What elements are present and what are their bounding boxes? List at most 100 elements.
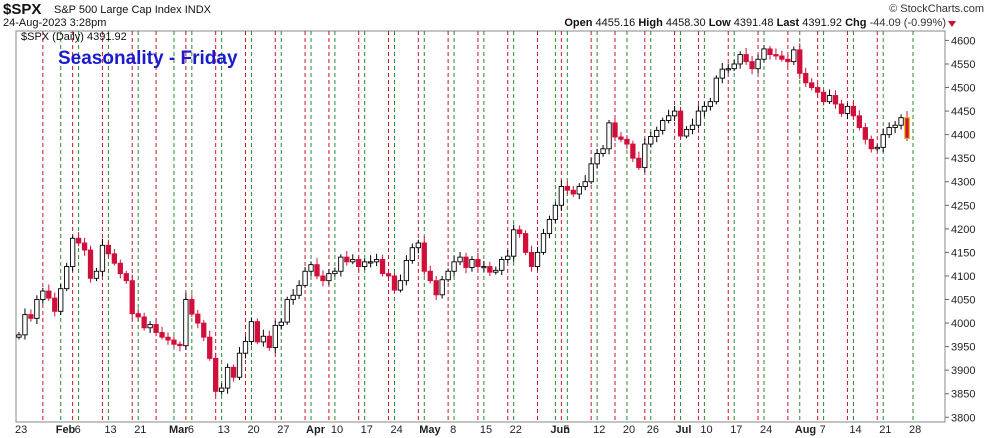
candle-body [314,264,320,277]
candle-body [743,54,749,63]
candle-body [362,261,368,267]
candle-body [367,261,374,264]
x-tick-label: 13 [218,424,230,436]
candle-body [75,237,82,244]
candle-body [886,127,892,136]
x-tick-label: 10 [331,424,343,436]
candle-body [189,299,195,315]
chg-value: -44.09 (-0.99%) [869,17,946,29]
candle-body [630,143,636,159]
low-value: 4391.48 [733,17,774,29]
candle-body [296,284,302,296]
candle-body [403,259,410,282]
candle-body [58,288,64,312]
x-tick-label: 21 [134,424,146,436]
x-tick-label: 15 [480,424,492,436]
x-tick-label: 20 [247,424,259,436]
y-tick-label: 4150 [951,247,975,259]
candle-body [522,233,529,253]
x-tick-label: Feb [56,424,76,436]
candle-body [576,186,582,195]
y-tick-label: 3850 [951,389,975,401]
candle-body [564,186,570,191]
candle-body [195,313,201,324]
candle-body [439,279,445,296]
candle-body [213,357,219,392]
y-tick-label: 3900 [951,365,975,377]
candle-body [689,124,696,130]
candle-body [707,101,714,107]
y-tick-label: 4050 [951,295,975,307]
candle-body [177,343,183,347]
candle-body [481,266,487,269]
y-tick-label: 4450 [951,106,975,118]
candle-body [242,340,249,354]
candle-body [499,259,505,271]
candle-body [248,321,255,342]
x-tick-label: 13 [104,424,116,436]
candle-body [820,91,827,103]
candle-body [385,273,392,277]
candle-body [344,256,350,263]
x-tick-label: 24 [390,424,402,436]
candle-body [230,366,237,378]
candle-body [737,54,743,65]
candle-body [558,186,565,206]
candle-body [892,124,898,129]
candle-body [534,251,541,267]
candle-body [850,105,857,117]
candle-body [636,157,642,169]
x-tick-label: 12 [593,424,605,436]
candle-body [731,63,737,70]
x-axis: 23 Feb 6 13 21 Mar 6 13 20 27 Apr 10 17 24 May 8 15 22 Jun… [15,424,921,436]
candle-body [642,143,648,169]
candle-body [171,339,177,345]
candle-body [218,387,225,392]
x-tick-label: 5 [563,424,569,436]
candle-body [320,275,326,282]
candle-body [600,148,606,154]
high-value: 4458.30 [665,17,706,29]
x-tick-label: Apr [306,424,326,436]
x-tick-label: 27 [277,424,289,436]
candle-body [224,366,231,389]
candle-body [785,58,791,63]
candle-body [81,242,88,251]
x-tick-label: Jul [676,424,692,436]
candle-body [123,273,129,282]
candle-body [117,262,123,275]
candle-body [46,290,52,299]
candle-body [290,294,296,300]
candle-body [356,259,362,267]
candle-body [904,117,910,140]
candle-body [767,48,773,56]
candle-body [648,136,654,145]
candle-body [665,115,672,121]
stockcharts-credit: © StockCharts.com [889,3,984,15]
candle-body [493,269,499,273]
candle-body [379,259,386,275]
candle-body [433,280,439,296]
y-tick-label: 4350 [951,153,975,165]
candle-body [16,334,22,338]
x-tick-label: 17 [361,424,373,436]
candle-body [475,259,481,267]
candle-body [546,218,553,235]
y-tick-label: 4000 [951,318,975,330]
candle-body [570,189,576,195]
candle-body [391,275,398,291]
candle-body [588,163,594,183]
x-tick-label: 24 [760,424,772,436]
candle-body [660,120,666,131]
candle-body [409,247,416,261]
down-arrow-icon [948,21,956,27]
x-tick-label: 8 [450,424,456,436]
candle-body [135,313,141,318]
candle-body [445,270,451,281]
chg-label: Chg [845,17,867,29]
candle-body [552,204,559,220]
candle-body [695,110,702,126]
candle-body [421,242,427,272]
candle-body [105,244,112,255]
chart-title: Seasonality - Friday [58,48,238,69]
